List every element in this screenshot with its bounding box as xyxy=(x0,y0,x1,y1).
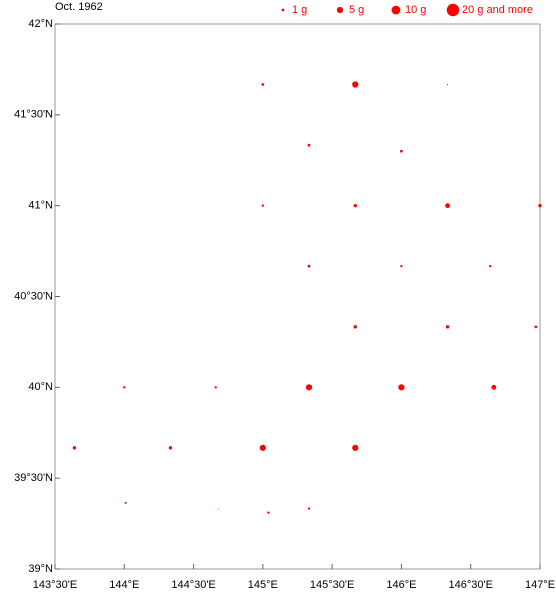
data-point xyxy=(534,325,538,329)
legend-label: 5 g xyxy=(349,4,364,16)
data-point xyxy=(214,386,217,389)
y-tick-label: 41°30'N xyxy=(14,109,53,121)
data-point xyxy=(445,203,450,209)
x-tick-label: 146°E xyxy=(386,579,416,591)
data-point xyxy=(307,507,311,510)
legend-marker xyxy=(446,3,460,17)
data-point xyxy=(124,501,127,504)
x-tick-label: 145°E xyxy=(248,579,278,591)
x-tick-label: 143°30'E xyxy=(33,579,77,591)
legend-marker xyxy=(336,6,344,14)
data-point xyxy=(123,386,126,389)
data-point xyxy=(168,446,173,450)
y-tick-label: 39°30'N xyxy=(14,472,53,484)
data-point xyxy=(398,384,405,391)
data-point xyxy=(261,204,265,207)
legend-label: 10 g xyxy=(405,4,426,16)
data-point xyxy=(353,325,357,329)
legend-label: 1 g xyxy=(292,4,307,16)
legend-marker xyxy=(281,8,285,12)
data-point xyxy=(446,83,449,86)
data-point xyxy=(491,384,497,390)
data-point xyxy=(305,384,313,391)
legend-label: 20 g and more xyxy=(462,4,533,16)
data-point xyxy=(352,444,359,451)
data-point xyxy=(218,508,219,510)
data-point xyxy=(488,264,492,268)
x-tick-label: 145°30'E xyxy=(310,579,354,591)
x-tick-label: 144°30'E xyxy=(171,579,215,591)
data-point xyxy=(307,143,311,147)
y-tick-label: 42°N xyxy=(28,18,53,30)
x-tick-label: 146°30'E xyxy=(448,579,492,591)
chart-title: Oct. 1962 xyxy=(55,1,103,13)
data-point xyxy=(353,203,357,208)
y-tick-label: 40°30'N xyxy=(14,290,53,302)
data-point xyxy=(538,203,542,208)
data-point xyxy=(445,325,450,329)
x-tick-label: 147°E xyxy=(525,579,555,591)
x-tick-label: 144°E xyxy=(109,579,139,591)
plot-frame xyxy=(54,23,541,570)
data-point xyxy=(352,81,359,88)
y-tick-label: 39°N xyxy=(28,563,53,575)
legend-marker xyxy=(391,5,401,15)
data-point xyxy=(400,149,403,153)
data-point xyxy=(400,264,403,268)
data-point xyxy=(307,264,311,268)
data-point xyxy=(267,511,270,514)
data-point xyxy=(261,83,265,86)
data-point xyxy=(259,444,266,451)
data-point xyxy=(72,446,77,450)
y-tick-label: 40°N xyxy=(28,381,53,393)
y-tick-label: 41°N xyxy=(28,200,53,212)
